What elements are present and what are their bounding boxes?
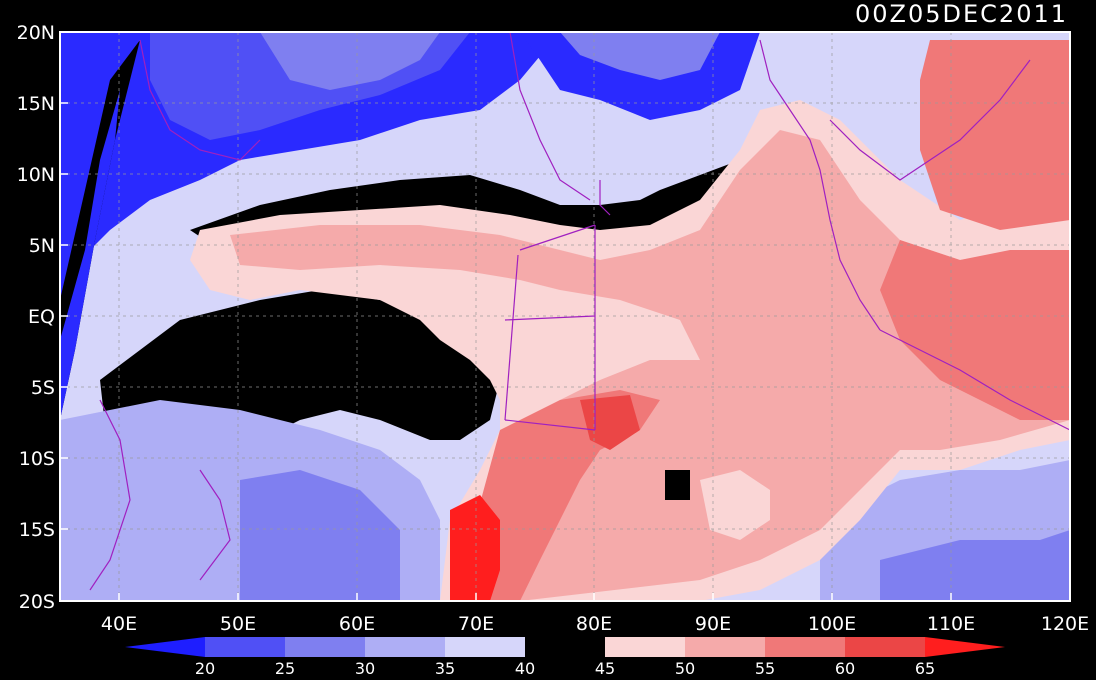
- field-blue-se-2: [880, 530, 1070, 601]
- field-black-speck: [665, 470, 690, 500]
- colorbar-segment: [605, 637, 685, 657]
- timestamp-label: 00Z05DEC2011: [855, 0, 1068, 28]
- colorbar-label: 60: [835, 659, 855, 678]
- colorbar-label: 55: [755, 659, 775, 678]
- colorbar-arrow-high: [925, 637, 1005, 657]
- field-swirl-core: [700, 470, 770, 540]
- field-pink-east: [880, 240, 1070, 420]
- map-field: [60, 32, 1070, 601]
- field-blue-arabian: [260, 32, 440, 90]
- field-pink-ne: [920, 40, 1070, 230]
- lat-label: EQ: [28, 306, 55, 328]
- colorbar-label: 45: [595, 659, 615, 678]
- field-black-band-north: [190, 150, 790, 250]
- lon-ticks: [118, 593, 1071, 601]
- lon-label: 110E: [927, 613, 975, 635]
- colorbar-label: 35: [435, 659, 455, 678]
- lat-label: 5N: [29, 235, 55, 257]
- colorbar-segment: [285, 637, 365, 657]
- lon-label: 100E: [808, 613, 856, 635]
- field-africa-strip-blue: [60, 90, 120, 420]
- field-blue-bay-2: [560, 32, 720, 80]
- lon-label: 90E: [695, 613, 731, 635]
- colorbar-label: 25: [275, 659, 295, 678]
- lat-labels: 20N 15N 10N 5N EQ 5S 10S 15S 20S: [17, 22, 55, 613]
- colorbar-segment: [765, 637, 845, 657]
- lat-label: 15S: [19, 519, 55, 541]
- lat-label: 20S: [19, 591, 55, 613]
- field-pink-mid: [230, 130, 1070, 601]
- colorbar-arrow-low: [125, 637, 205, 657]
- lon-label: 50E: [220, 613, 256, 635]
- colorbar-label: 30: [355, 659, 375, 678]
- colorbar-segment: [445, 637, 525, 657]
- lat-label: 15N: [17, 93, 55, 115]
- colorbar-segment: [685, 637, 765, 657]
- lon-label: 70E: [458, 613, 494, 635]
- colorbar-segment: [205, 637, 285, 657]
- lat-ticks: [60, 31, 68, 602]
- colorbar-segment: [525, 637, 605, 657]
- lat-label: 20N: [17, 22, 55, 44]
- lon-label: 40E: [101, 613, 137, 635]
- lon-labels: 40E 50E 60E 70E 80E 90E 100E 110E 120E: [101, 613, 1089, 635]
- lat-label: 10S: [19, 448, 55, 470]
- lat-label: 10N: [17, 164, 55, 186]
- field-blue-sw-2: [240, 470, 400, 601]
- lon-label: 60E: [339, 613, 375, 635]
- colorbar-labels: 20 25 30 35 40 45 50 55 60 65: [195, 659, 935, 678]
- lon-label: 120E: [1041, 613, 1089, 635]
- graticule: [60, 32, 1070, 601]
- colorbar-label: 40: [515, 659, 535, 678]
- colorbar-segment: [845, 637, 925, 657]
- lat-label: 5S: [31, 377, 55, 399]
- colorbar-label: 65: [915, 659, 935, 678]
- lon-label: 80E: [576, 613, 612, 635]
- colorbar: [125, 637, 1005, 657]
- field-red-core-sw: [450, 495, 500, 601]
- coastlines: [89, 32, 1070, 591]
- colorbar-label: 50: [675, 659, 695, 678]
- colorbar-segment: [365, 637, 445, 657]
- colorbar-label: 20: [195, 659, 215, 678]
